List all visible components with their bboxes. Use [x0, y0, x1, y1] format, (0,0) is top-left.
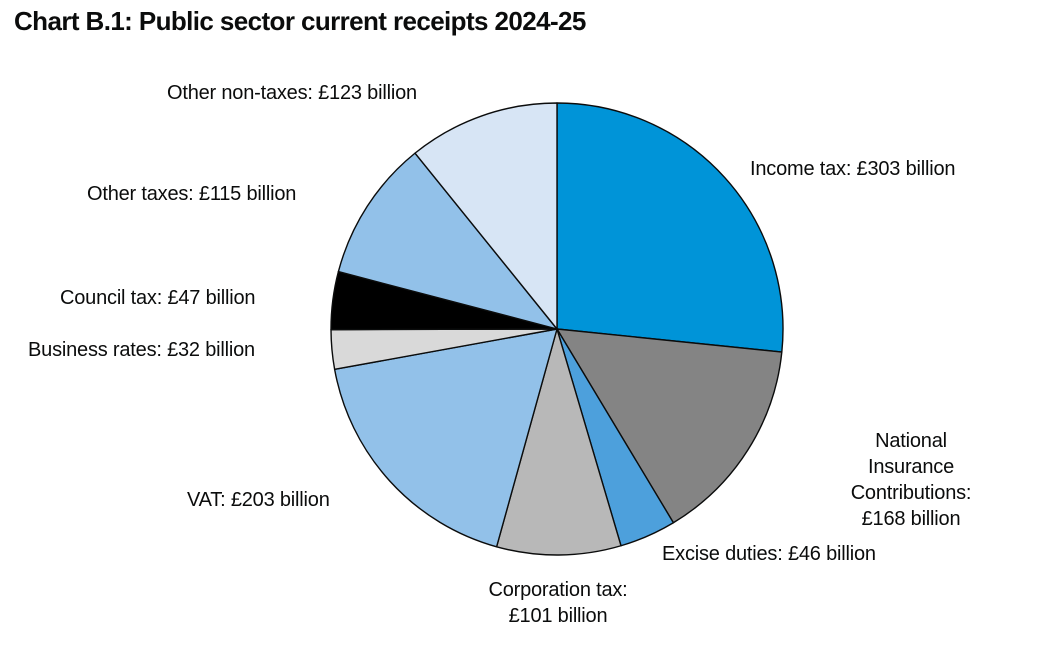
pie-slice-national-insurance-contributions: [556, 328, 783, 524]
slice-label-business-rates: Business rates: £32 billion: [28, 339, 255, 361]
pie-slice-other-taxes: [337, 152, 558, 330]
pie-slice-income-tax: [556, 102, 784, 353]
pie-slice-corporation-tax: [495, 328, 622, 556]
slice-label-corporation-tax: Corporation tax: £101 billion: [488, 579, 628, 627]
chart-title: Chart B.1: Public sector current receipt…: [14, 6, 586, 36]
slice-label-national-insurance-contributions: National Insurance Contributions: £168 b…: [850, 430, 972, 530]
slice-label-income-tax: Income tax: £303 billion: [750, 158, 956, 180]
slice-label-other-non-taxes: Other non-taxes: £123 billion: [167, 82, 417, 104]
slice-label-council-tax: Council tax: £47 billion: [60, 287, 256, 309]
pie-slice-other-non-taxes: [414, 102, 558, 330]
pie-slice-vat: [333, 328, 558, 548]
slice-label-vat: VAT: £203 billion: [187, 489, 330, 511]
slice-label-excise-duties: Excise duties: £46 billion: [662, 543, 876, 565]
slice-label-other-taxes: Other taxes: £115 billion: [87, 183, 297, 205]
